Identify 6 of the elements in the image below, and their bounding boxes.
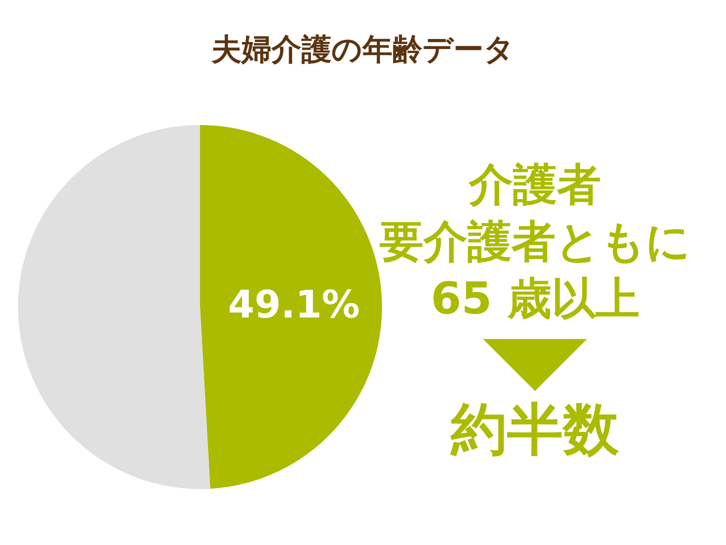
text: 要介護者ともに: [380, 216, 690, 268]
text: 約半数: [450, 398, 620, 462]
data-label: 49.1%: [228, 282, 360, 326]
chart-title: 夫婦介護の年齢データ: [210, 32, 514, 68]
text: 65 歳以上: [430, 274, 640, 324]
text: 介護者: [468, 160, 601, 210]
